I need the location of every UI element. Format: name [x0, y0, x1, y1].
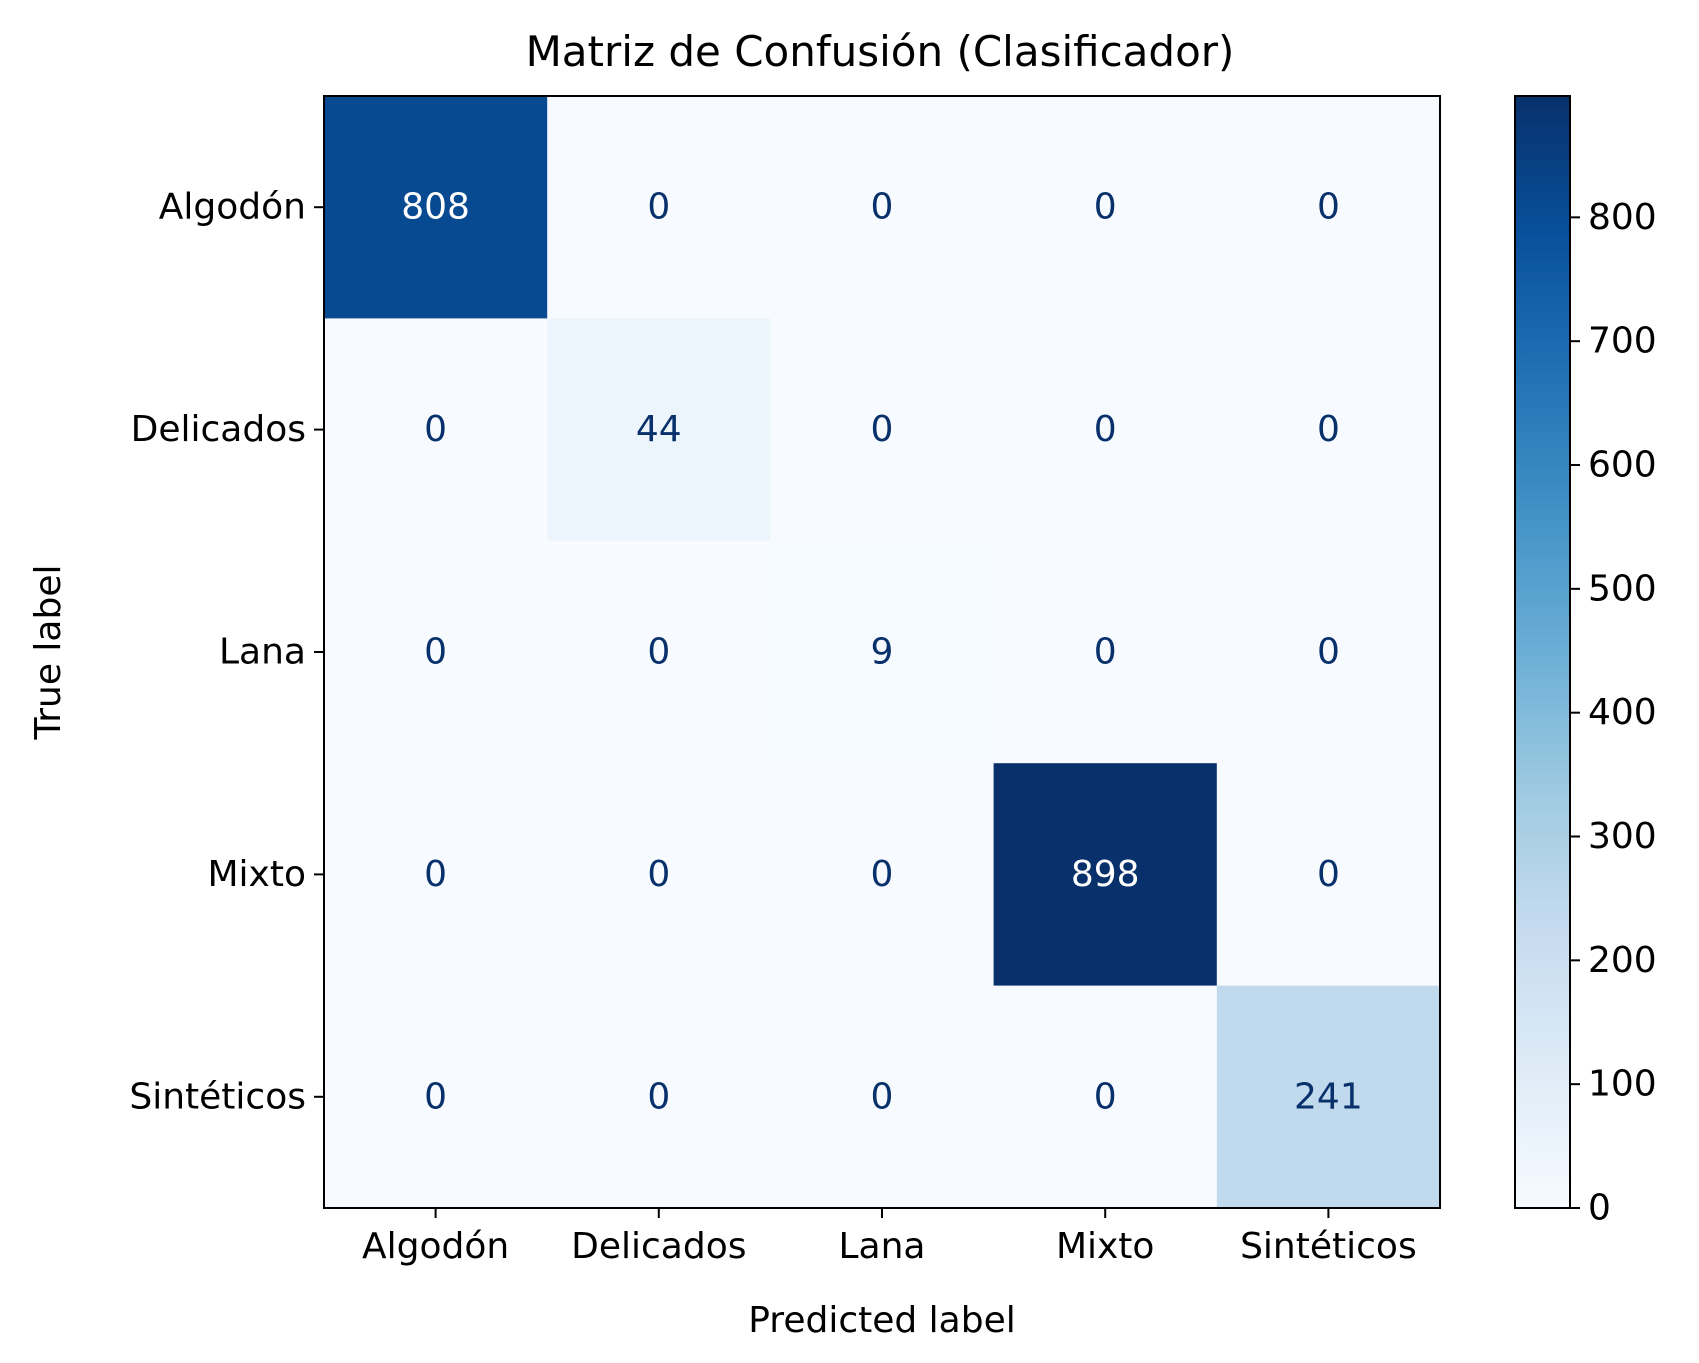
colorbar-tick-label: 500: [1588, 568, 1657, 609]
y-axis-ticks: Algodón Delicados Lana Mixto Sintéticos: [129, 187, 324, 1117]
cell-value-label: 0: [1317, 187, 1340, 228]
cell-value-label: 0: [647, 854, 670, 895]
cell-value-label: 0: [1094, 187, 1117, 228]
cell-value-label: 0: [1317, 409, 1340, 450]
colorbar-ticks: 0 100 200 300 400 500 600 700 800: [1570, 197, 1657, 1229]
x-tick-label: Sintéticos: [1240, 1226, 1417, 1267]
colorbar-tick-label: 800: [1588, 197, 1657, 238]
matrix-cell: [993, 763, 1218, 987]
matrix-cell: [770, 540, 995, 764]
y-tick-label: Algodón: [159, 187, 306, 228]
colorbar-tick-label: 200: [1588, 940, 1657, 981]
colorbar-tick-label: 100: [1588, 1064, 1657, 1105]
cell-value-label: 808: [401, 187, 470, 228]
cell-value-label: 0: [871, 409, 894, 450]
cell-value-label: 0: [1094, 409, 1117, 450]
matrix-cell: [547, 540, 771, 764]
x-axis-ticks: Algodón Delicados Lana Mixto Sintéticos: [362, 1208, 1417, 1267]
matrix-cell: [1216, 318, 1441, 542]
cell-value-label: 898: [1071, 854, 1140, 895]
matrix-cell: [547, 96, 771, 319]
matrix-cell: [1216, 763, 1441, 987]
cell-value-label: 0: [424, 632, 447, 673]
y-tick-label: Sintéticos: [129, 1076, 306, 1117]
matrix-cell: [1216, 540, 1441, 764]
cell-value-label: 0: [1317, 854, 1340, 895]
colorbar-tick-label: 400: [1588, 692, 1657, 733]
colorbar-tick-label: 700: [1588, 321, 1657, 362]
matrix-cell: [547, 985, 771, 1209]
chart-title: Matriz de Confusión (Clasificador): [526, 27, 1235, 76]
cell-value-label: 0: [1094, 1076, 1117, 1117]
matrix-cell: [547, 763, 771, 987]
x-axis-label: Predicted label: [748, 1300, 1016, 1341]
matrix-cell-labels: 808 0 0 0 0 0 44 0 0 0 0 0 9 0 0 0 0 0 898 0 0 0 0 0 241: [401, 187, 1363, 1118]
y-axis-label: True label: [28, 565, 69, 741]
x-tick-label: Lana: [839, 1226, 926, 1267]
cell-value-label: 0: [647, 187, 670, 228]
matrix-cell: [1216, 985, 1441, 1209]
matrix-cell: [770, 985, 995, 1209]
matrix-cell: [770, 96, 995, 319]
matrix-cell: [993, 318, 1218, 542]
matrix-cell: [770, 318, 995, 542]
cell-value-label: 0: [871, 854, 894, 895]
cell-value-label: 0: [647, 1076, 670, 1117]
matrix-cell: [993, 540, 1218, 764]
matrix-cell: [324, 318, 548, 542]
cell-value-label: 0: [871, 1076, 894, 1117]
cell-value-label: 0: [647, 632, 670, 673]
cell-value-label: 241: [1294, 1076, 1363, 1117]
matrix-cell: [324, 540, 548, 764]
matrix-cell: [324, 985, 548, 1209]
cell-value-label: 0: [871, 187, 894, 228]
cell-value-label: 0: [1094, 632, 1117, 673]
colorbar-tick-label: 600: [1588, 445, 1657, 486]
cell-value-label: 44: [636, 409, 682, 450]
matrix-cell: [547, 318, 771, 542]
cell-value-label: 0: [424, 854, 447, 895]
cell-value-label: 0: [424, 409, 447, 450]
colorbar-tick-label: 300: [1588, 816, 1657, 857]
matrix-cell: [324, 763, 548, 987]
matrix-cell: [324, 96, 548, 319]
matrix-cell: [993, 96, 1218, 319]
matrix-cells: [324, 96, 1441, 1209]
cell-value-label: 9: [871, 632, 894, 673]
colorbar: [1514, 95, 1571, 1209]
matrix-cell: [993, 985, 1218, 1209]
matrix-cell: [1216, 96, 1441, 319]
x-tick-label: Mixto: [1056, 1226, 1155, 1267]
cell-value-label: 0: [424, 1076, 447, 1117]
y-tick-label: Mixto: [207, 854, 306, 895]
colorbar-tick-label: 0: [1588, 1188, 1611, 1229]
y-tick-label: Delicados: [131, 409, 306, 450]
matrix-cell: [770, 763, 995, 987]
y-tick-label: Lana: [219, 632, 306, 673]
x-tick-label: Delicados: [571, 1226, 746, 1267]
x-tick-label: Algodón: [362, 1226, 509, 1267]
cell-value-label: 0: [1317, 632, 1340, 673]
